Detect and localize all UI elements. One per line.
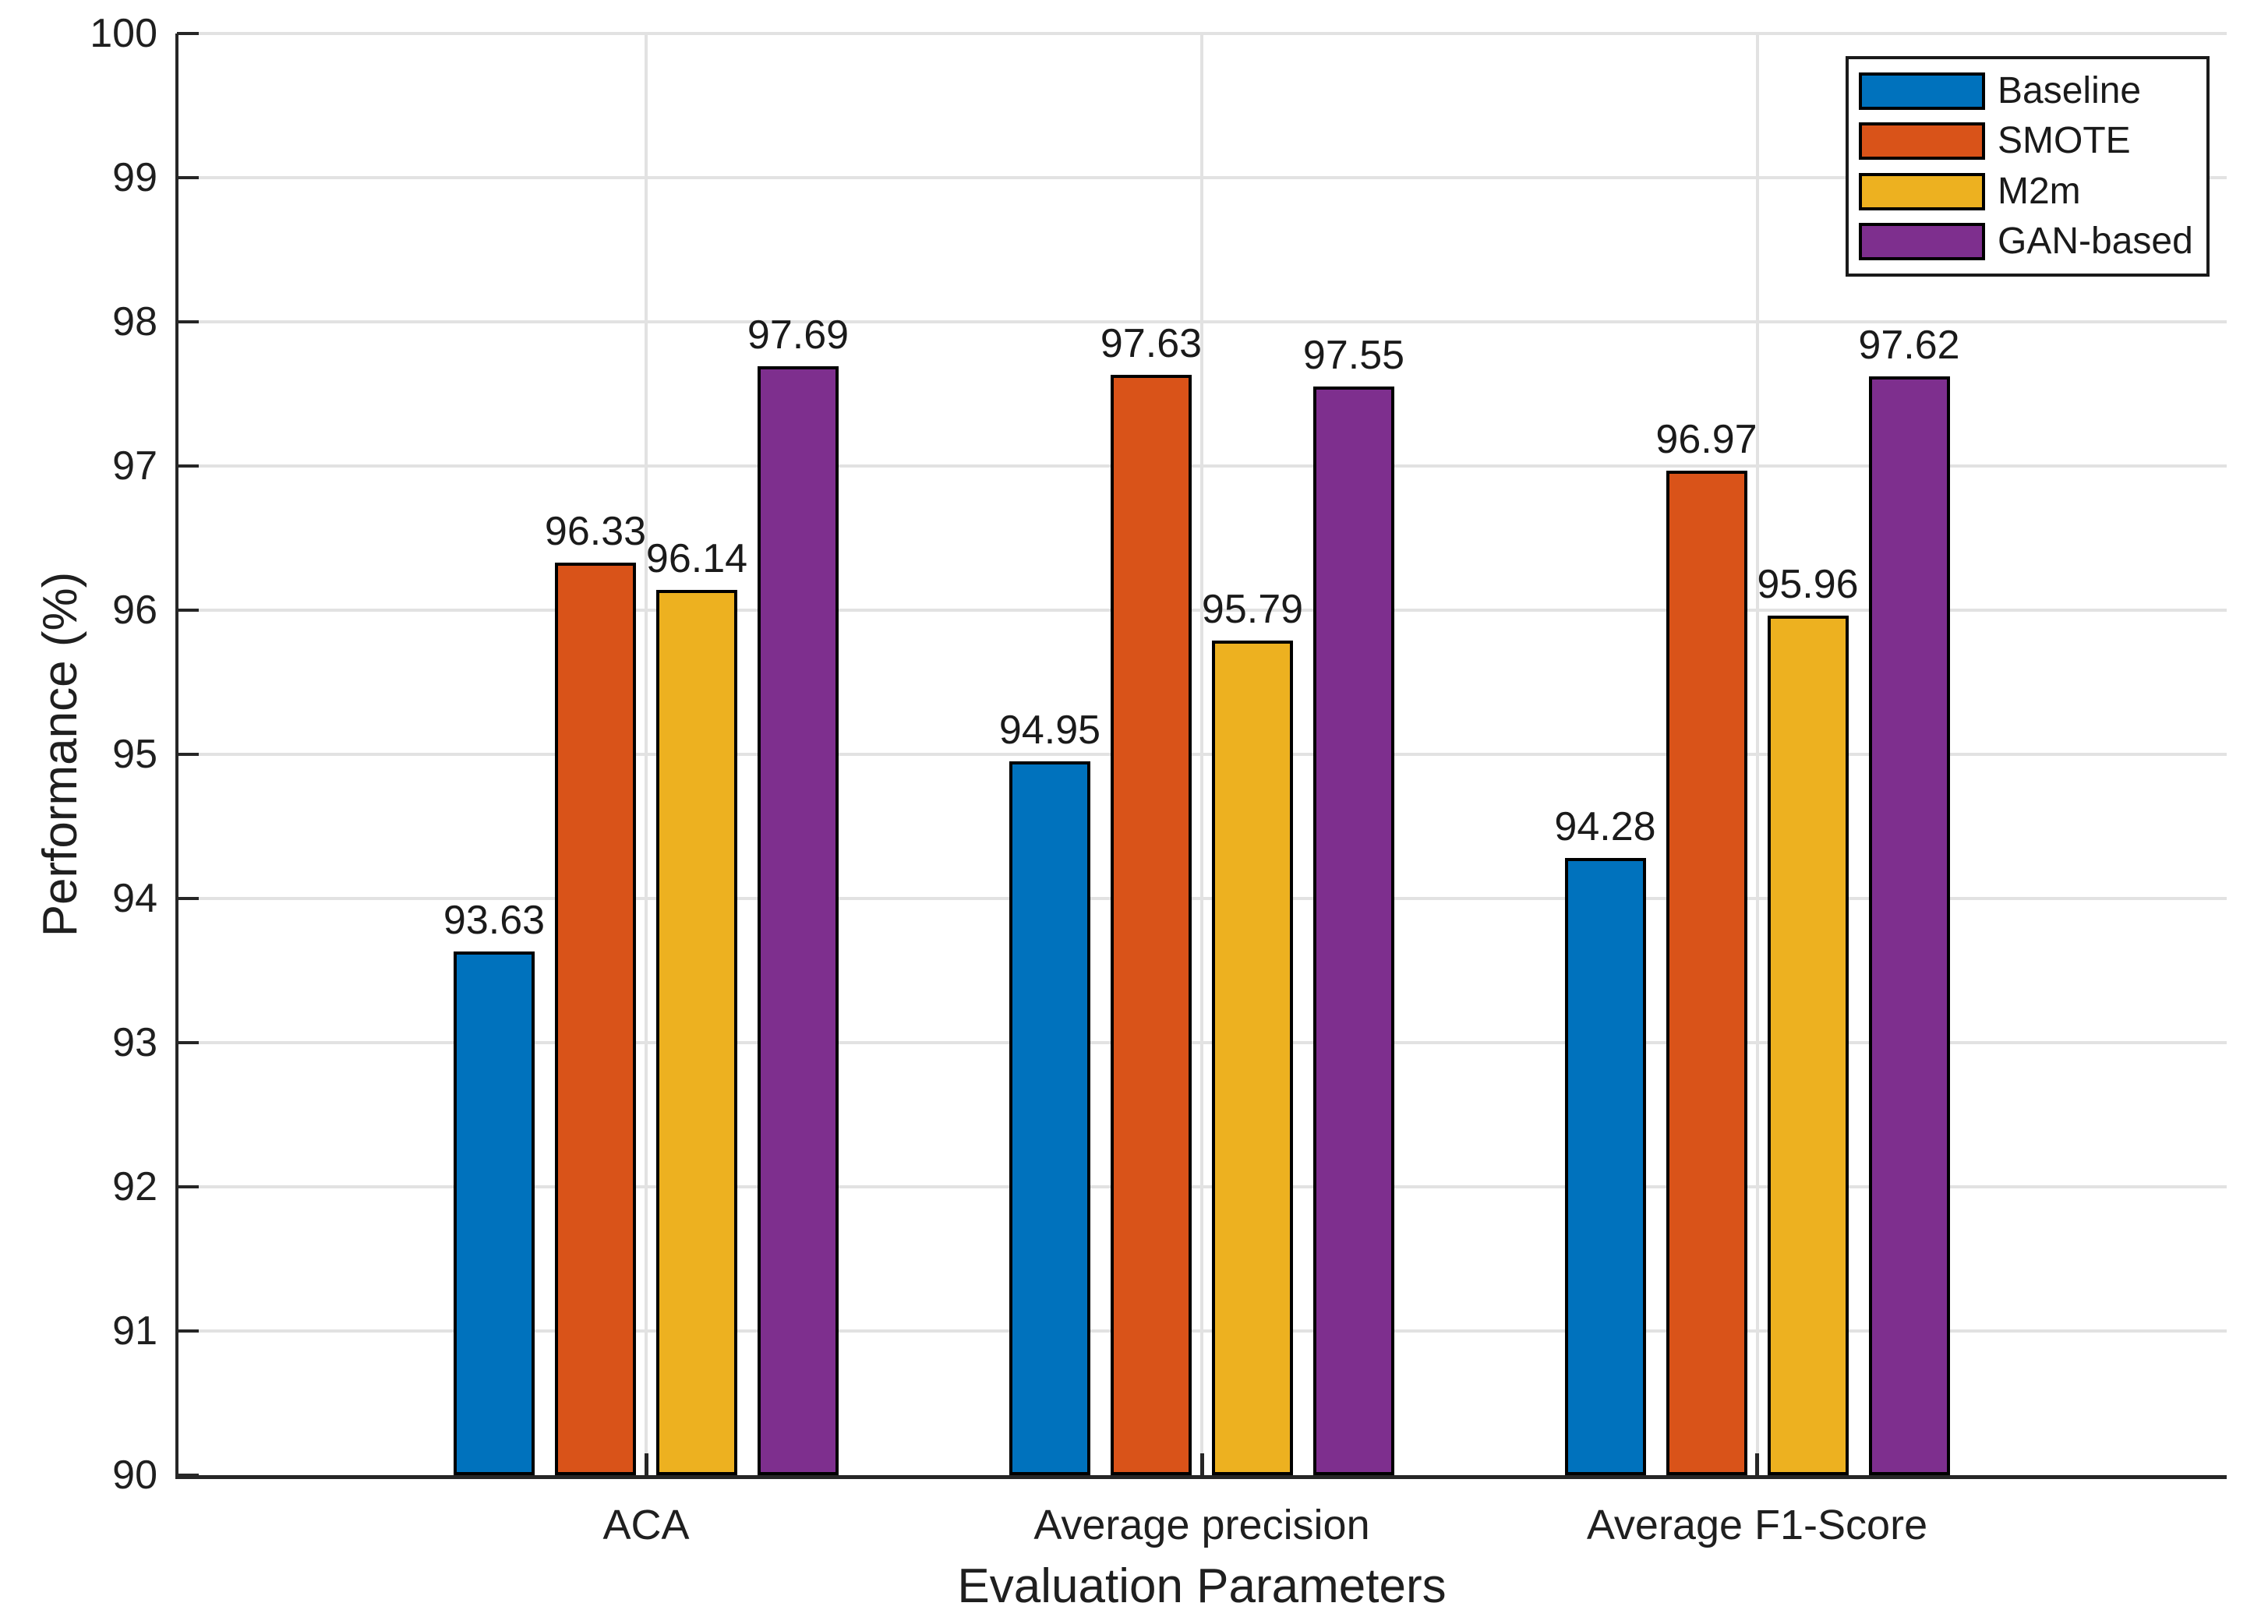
legend-item-GAN-based: GAN-based xyxy=(1859,221,2206,263)
legend-swatch-Baseline xyxy=(1859,72,1985,110)
y-tick-label-91: 91 xyxy=(112,1308,157,1354)
bar-value-label: 97.63 xyxy=(1100,321,1203,367)
y-tick-label-98: 98 xyxy=(112,299,157,344)
y-tick-label-96: 96 xyxy=(112,588,157,633)
y-tick-label-92: 92 xyxy=(112,1164,157,1209)
x-axis-line xyxy=(175,1475,2227,1479)
y-tick-95 xyxy=(177,753,199,756)
y-tick-90 xyxy=(177,1474,199,1477)
bar-ACA-SMOTE xyxy=(555,562,636,1475)
legend-swatch-M2m xyxy=(1859,172,1985,210)
x-tick-label-Average precision: Average precision xyxy=(1033,1502,1370,1548)
bar-ACA-GAN-based xyxy=(758,366,839,1475)
bar-Average precision-Baseline xyxy=(1009,761,1090,1475)
y-tick-label-90: 90 xyxy=(112,1453,157,1498)
y-tick-label-99: 99 xyxy=(112,155,157,200)
x-axis-label: Evaluation Parameters xyxy=(957,1559,1447,1613)
bar-value-label: 96.33 xyxy=(544,508,647,554)
y-tick-label-94: 94 xyxy=(112,876,157,921)
bar-value-label: 95.79 xyxy=(1201,586,1304,632)
bar-value-label: 96.97 xyxy=(1655,416,1758,462)
bar-Average F1-Score-GAN-based xyxy=(1868,376,1950,1475)
x-tick-label-Average F1-Score: Average F1-Score xyxy=(1586,1502,1928,1548)
bar-value-label: 94.95 xyxy=(998,708,1101,754)
bar-value-label: 96.14 xyxy=(645,536,748,582)
y-tick-100 xyxy=(177,32,199,35)
bar-Average F1-Score-Baseline xyxy=(1564,858,1646,1475)
plot-area: 93.63 96.33 96.14 97.69 94.95 97.63 95.79 97.55… xyxy=(177,32,2227,1477)
y-tick-91 xyxy=(177,1329,199,1333)
legend-swatch-SMOTE xyxy=(1859,122,1985,161)
bar-Average precision-GAN-based xyxy=(1313,387,1394,1475)
x-tick-Average precision xyxy=(1199,1453,1204,1475)
bar-Average F1-Score-M2m xyxy=(1767,616,1849,1475)
y-tick-label-95: 95 xyxy=(112,732,157,777)
x-tick-label-ACA: ACA xyxy=(602,1502,690,1548)
y-tick-label-97: 97 xyxy=(112,443,157,489)
bar-ACA-Baseline xyxy=(454,951,535,1475)
legend-label: SMOTE xyxy=(1998,120,2131,162)
bar-Average precision-SMOTE xyxy=(1111,375,1192,1475)
legend-item-M2m: M2m xyxy=(1859,170,2206,212)
bar-Average precision-M2m xyxy=(1212,640,1293,1475)
bar-ACA-M2m xyxy=(656,590,737,1475)
gridline-x-ACA xyxy=(645,34,648,1475)
bar-value-label: 95.96 xyxy=(1757,562,1859,608)
y-axis-label: Performance (%) xyxy=(34,571,87,937)
gridline-x-Average F1-Score xyxy=(1755,34,1759,1475)
legend-label: Baseline xyxy=(1998,69,2142,111)
legend-item-SMOTE: SMOTE xyxy=(1859,120,2206,162)
y-tick-97 xyxy=(177,464,199,468)
y-tick-94 xyxy=(177,897,199,900)
bar-Average F1-Score-SMOTE xyxy=(1666,470,1747,1475)
legend-item-Baseline: Baseline xyxy=(1859,69,2206,111)
y-tick-label-93: 93 xyxy=(112,1020,157,1065)
y-tick-98 xyxy=(177,320,199,323)
x-tick-ACA xyxy=(644,1453,648,1475)
y-axis-line xyxy=(175,34,178,1478)
x-tick-Average F1-Score xyxy=(1755,1453,1759,1475)
legend-label: M2m xyxy=(1998,170,2081,212)
y-tick-96 xyxy=(177,609,199,612)
legend: Baseline SMOTE M2m GAN-based xyxy=(1846,56,2210,277)
legend-swatch-GAN-based xyxy=(1859,223,1985,261)
gridline-x-Average precision xyxy=(1200,34,1203,1475)
y-tick-label-100: 100 xyxy=(90,11,157,56)
legend-label: GAN-based xyxy=(1998,221,2193,263)
bar-value-label: 94.28 xyxy=(1554,804,1656,850)
bar-value-label: 97.69 xyxy=(747,312,850,358)
bar-value-label: 97.62 xyxy=(1858,323,1960,369)
bar-value-label: 93.63 xyxy=(443,898,546,944)
y-tick-99 xyxy=(177,176,199,179)
y-tick-92 xyxy=(177,1185,199,1188)
y-tick-93 xyxy=(177,1041,199,1044)
bar-value-label: 97.55 xyxy=(1302,333,1405,379)
